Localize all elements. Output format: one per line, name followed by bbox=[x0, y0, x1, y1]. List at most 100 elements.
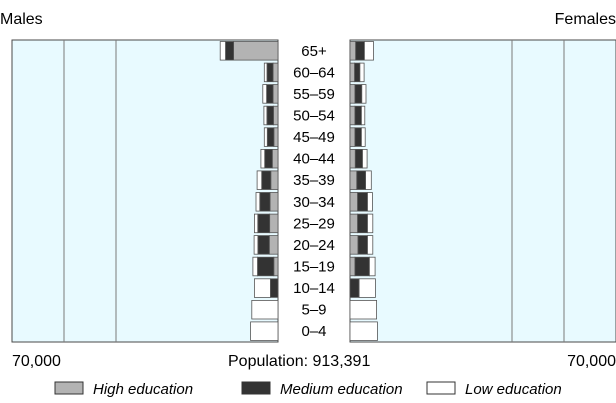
male-low-education-bar-45-49 bbox=[263, 127, 268, 147]
males-panel bbox=[11, 39, 279, 343]
female-low-education-bar-60-64 bbox=[359, 62, 365, 83]
male-medium-education-bar-30-34 bbox=[259, 192, 271, 212]
legend-swatch-low-education bbox=[426, 381, 456, 395]
male-low-education-bar-55-59 bbox=[262, 84, 267, 104]
female-low-education-bar-10-14 bbox=[358, 278, 376, 298]
age-labels: 65+ 60–64 55–59 50–54 45–49 40–44 35–39 30–34 25… bbox=[293, 43, 335, 340]
male-low-education-bar-5-9 bbox=[251, 299, 279, 320]
male-medium-education-bar-40-44 bbox=[264, 148, 273, 169]
females-panel bbox=[349, 39, 616, 343]
female-low-education-bar-65 bbox=[363, 41, 374, 61]
male-medium-education-bar-45-49 bbox=[266, 127, 275, 147]
female-low-education-bar-5-9 bbox=[349, 299, 378, 320]
male-high-education-bar-35-39 bbox=[270, 170, 279, 190]
age-label-15-19: 15–19 bbox=[293, 259, 335, 276]
male-medium-education-bar-65 bbox=[225, 41, 235, 61]
male-high-education-bar-15-19 bbox=[273, 256, 279, 277]
female-medium-education-bar-45-49 bbox=[354, 127, 362, 147]
age-label-30-34: 30–34 bbox=[293, 194, 335, 211]
female-high-education-bar-25-29 bbox=[349, 213, 358, 234]
female-low-education-bar-45-49 bbox=[360, 127, 366, 147]
age-label-20-24: 20–24 bbox=[293, 237, 335, 254]
female-low-education-bar-35-39 bbox=[365, 170, 372, 190]
female-low-education-bar-30-34 bbox=[367, 192, 373, 212]
female-medium-education-bar-50-54 bbox=[354, 105, 362, 126]
male-low-education-bar-10-14 bbox=[253, 278, 271, 298]
age-label-45-49: 45–49 bbox=[293, 129, 335, 146]
male-high-education-bar-25-29 bbox=[269, 213, 279, 234]
male-low-education-bar-0-4 bbox=[250, 321, 279, 341]
male-low-education-bar-35-39 bbox=[256, 170, 263, 190]
female-low-education-bar-20-24 bbox=[367, 235, 374, 255]
male-medium-education-bar-15-19 bbox=[257, 256, 275, 277]
male-high-education-bar-30-34 bbox=[269, 192, 279, 212]
male-high-education-bar-55-59 bbox=[272, 84, 279, 104]
population-total: Population: 913,391 bbox=[228, 353, 370, 370]
male-low-education-bar-30-34 bbox=[255, 192, 261, 212]
male-low-education-bar-25-29 bbox=[253, 213, 259, 234]
male-medium-education-bar-35-39 bbox=[261, 170, 272, 190]
male-low-education-bar-15-19 bbox=[252, 256, 258, 277]
age-label-0-4: 0–4 bbox=[301, 323, 326, 340]
gridlines bbox=[63, 40, 565, 342]
female-bars bbox=[349, 41, 378, 341]
legend-swatch-high-education bbox=[54, 381, 84, 395]
legend-swatch-medium-education bbox=[241, 381, 271, 395]
age-label-5-9: 5–9 bbox=[301, 302, 326, 319]
female-high-education-bar-15-19 bbox=[349, 256, 356, 277]
female-medium-education-bar-30-34 bbox=[357, 192, 368, 212]
female-low-education-bar-50-54 bbox=[360, 105, 366, 126]
males-title: Males bbox=[0, 11, 43, 28]
female-high-education-bar-35-39 bbox=[349, 170, 358, 190]
left-axis-label: 70,000 bbox=[12, 353, 61, 370]
male-high-education-bar-45-49 bbox=[273, 127, 279, 147]
male-bars bbox=[219, 41, 279, 341]
females-title: Females bbox=[555, 11, 616, 28]
age-label-10-14: 10–14 bbox=[293, 280, 335, 297]
male-medium-education-bar-10-14 bbox=[269, 278, 279, 298]
female-low-education-bar-15-19 bbox=[368, 256, 376, 277]
age-label-55-59: 55–59 bbox=[293, 86, 335, 103]
female-low-education-bar-25-29 bbox=[367, 213, 374, 234]
female-medium-education-bar-65 bbox=[355, 41, 365, 61]
female-high-education-bar-45-49 bbox=[349, 127, 356, 147]
male-low-education-bar-20-24 bbox=[253, 235, 259, 255]
female-medium-education-bar-60-64 bbox=[354, 62, 361, 83]
male-high-education-bar-60-64 bbox=[272, 62, 279, 83]
female-medium-education-bar-15-19 bbox=[354, 256, 370, 277]
female-medium-education-bar-55-59 bbox=[354, 84, 363, 104]
male-medium-education-bar-60-64 bbox=[266, 62, 274, 83]
male-low-education-bar-50-54 bbox=[263, 105, 268, 126]
male-medium-education-bar-55-59 bbox=[266, 84, 274, 104]
male-low-education-bar-40-44 bbox=[260, 148, 266, 169]
female-high-education-bar-50-54 bbox=[349, 105, 356, 126]
female-high-education-bar-40-44 bbox=[349, 148, 356, 169]
legend-label-low-education: Low education bbox=[465, 381, 562, 398]
male-high-education-bar-65 bbox=[233, 41, 279, 61]
female-high-education-bar-20-24 bbox=[349, 235, 359, 255]
age-label-50-54: 50–54 bbox=[293, 108, 335, 125]
female-low-education-bar-0-4 bbox=[349, 321, 378, 341]
age-label-35-39: 35–39 bbox=[293, 172, 335, 189]
female-medium-education-bar-10-14 bbox=[349, 278, 360, 298]
female-medium-education-bar-20-24 bbox=[357, 235, 368, 255]
female-high-education-bar-30-34 bbox=[349, 192, 358, 212]
male-high-education-bar-40-44 bbox=[271, 148, 279, 169]
legend-label-high-education: High education bbox=[93, 381, 193, 398]
female-high-education-bar-60-64 bbox=[349, 62, 355, 83]
male-medium-education-bar-50-54 bbox=[266, 105, 274, 126]
female-medium-education-bar-40-44 bbox=[354, 148, 363, 169]
age-label-25-29: 25–29 bbox=[293, 215, 335, 232]
male-low-education-bar-65 bbox=[219, 41, 226, 61]
male-low-education-bar-60-64 bbox=[263, 62, 268, 83]
female-high-education-bar-55-59 bbox=[349, 84, 356, 104]
female-low-education-bar-55-59 bbox=[361, 84, 367, 104]
right-axis-label: 70,000 bbox=[567, 353, 616, 370]
male-medium-education-bar-20-24 bbox=[257, 235, 270, 255]
age-label-65: 65+ bbox=[301, 43, 327, 60]
age-label-40-44: 40–44 bbox=[293, 151, 335, 168]
male-high-education-bar-50-54 bbox=[272, 105, 279, 126]
female-medium-education-bar-25-29 bbox=[357, 213, 368, 234]
age-label-60-64: 60–64 bbox=[293, 64, 335, 81]
